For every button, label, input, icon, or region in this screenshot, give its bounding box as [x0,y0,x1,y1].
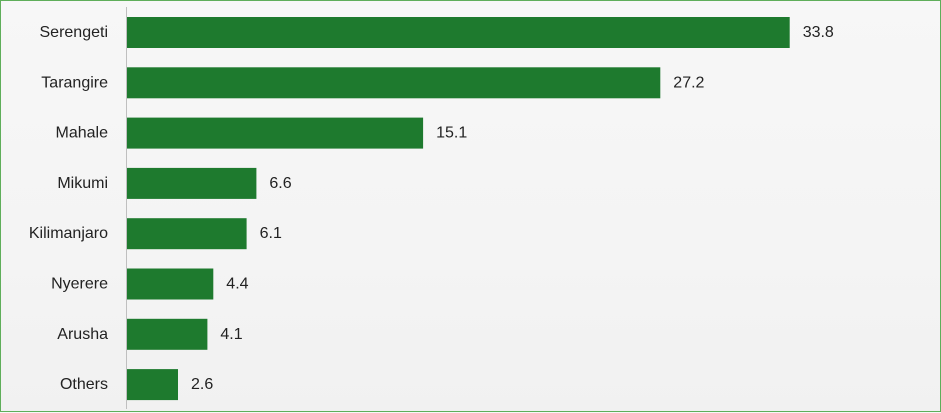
category-label-mahale: Mahale [56,125,109,142]
value-label-tarangire: 27.2 [673,74,704,91]
value-label-mikumi: 6.6 [269,175,291,192]
value-label-mahale: 15.1 [436,125,467,142]
category-label-nyerere: Nyerere [51,276,108,293]
value-label-nyerere: 4.4 [226,276,248,293]
category-label-kilimanjaro: Kilimanjaro [29,225,108,242]
bar-mikumi [127,167,257,199]
category-label-mikumi: Mikumi [57,175,108,192]
bar-arusha [127,318,208,350]
bar-tarangire [127,67,661,99]
value-label-serengeti: 33.8 [803,24,834,41]
category-label-arusha: Arusha [57,326,108,343]
value-label-others: 2.6 [191,376,213,393]
category-label-others: Others [60,376,108,393]
bar-others [127,369,178,401]
category-label-tarangire: Tarangire [41,74,108,91]
value-label-arusha: 4.1 [220,326,242,343]
bar-nyerere [127,268,214,300]
value-label-kilimanjaro: 6.1 [260,225,282,242]
category-label-serengeti: Serengeti [40,24,109,41]
bar-mahale [127,117,424,149]
bar-serengeti [127,17,790,48]
bar-kilimanjaro [127,218,247,250]
